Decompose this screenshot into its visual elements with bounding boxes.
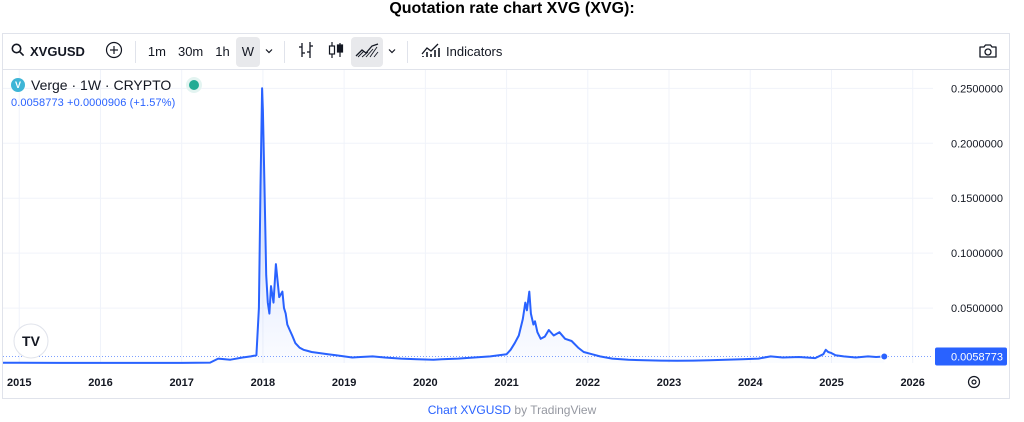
time-tick-label: 2023 [657, 377, 681, 389]
interval-30m[interactable]: 30m [177, 44, 204, 59]
price-tick-label: 0.2000000 [951, 138, 1003, 150]
time-axis-settings-button[interactable] [967, 375, 981, 389]
toolbar-divider [407, 40, 409, 63]
time-tick-label: 2021 [494, 377, 518, 389]
indicators-icon [420, 41, 440, 62]
time-axis: 2015 2016 2017 2018 2019 2020 2021 2022 2023 2024… [7, 377, 925, 389]
time-tick-label: 2015 [7, 377, 31, 389]
time-tick-label: 2017 [169, 377, 193, 389]
interval-w[interactable]: W [235, 36, 261, 67]
symbol-search[interactable]: XVGUSD [3, 37, 91, 67]
chart-toolbar: XVGUSD 1m 30m 1h W [3, 34, 1009, 70]
chart-widget: XVGUSD 1m 30m 1h W [2, 33, 1010, 399]
last-price-dot [880, 352, 889, 361]
price-line [3, 87, 885, 364]
market-status-dot[interactable] [189, 80, 200, 90]
area-style-button[interactable] [351, 36, 384, 67]
legend-title: Verge · 1W · CRYPTO [31, 77, 172, 93]
toolbar-divider [134, 40, 136, 63]
time-tick-label: 2024 [738, 377, 763, 389]
area-style-icon [355, 42, 379, 61]
chevron-down-icon [387, 44, 397, 59]
page-title: Quotation rate chart XVG (XVG): [389, 0, 635, 17]
time-tick-label: 2026 [900, 377, 924, 389]
time-tick-label: 2020 [413, 377, 437, 389]
screenshot-button[interactable] [973, 37, 1003, 67]
indicators-label: Indicators [446, 44, 503, 59]
chart-style-menu-button[interactable] [383, 37, 401, 67]
tv-logo-text: TV [22, 333, 41, 349]
bar-style-icon [297, 40, 315, 63]
chart-gridlines [3, 70, 933, 363]
price-axis: 0.2500000 0.2000000 0.1500000 0.1000000 0.05… [951, 83, 1003, 315]
interval-menu-button[interactable] [260, 37, 278, 67]
price-tick-label: 0.0500000 [951, 303, 1003, 315]
last-price-badge: 0.0058773 [935, 347, 1007, 366]
time-tick-label: 2016 [88, 377, 112, 389]
legend-value: 0.0058773 +0.0000906 (+1.57%) [11, 97, 176, 109]
time-tick-label: 2022 [576, 377, 600, 389]
camera-icon [978, 43, 998, 62]
price-tick-label: 0.2500000 [951, 83, 1003, 95]
symbol-label: XVGUSD [30, 44, 85, 59]
interval-1m[interactable]: 1m [147, 44, 166, 59]
tradingview-watermark[interactable]: TV [13, 323, 49, 359]
candle-style-button[interactable] [321, 37, 351, 67]
verge-logo-icon: V [11, 78, 25, 92]
attribution-suffix: by TradingView [511, 403, 597, 417]
chart-legend: V Verge · 1W · CRYPTO 0.0058773 +0.00009… [11, 76, 200, 109]
gear-icon [967, 375, 981, 389]
time-tick-label: 2018 [251, 377, 275, 389]
add-compare-icon [105, 41, 123, 62]
search-icon [11, 43, 25, 60]
attribution: Chart XVGUSD by TradingView [0, 403, 1024, 417]
chevron-down-icon [264, 44, 274, 59]
attribution-link[interactable]: Chart XVGUSD [427, 403, 512, 417]
price-tick-label: 0.1000000 [951, 248, 1003, 260]
indicators-button[interactable]: Indicators [414, 37, 508, 67]
price-area [3, 88, 885, 364]
last-price-badge-bg [935, 347, 1007, 366]
toolbar-divider [284, 40, 286, 63]
bar-style-button[interactable] [291, 37, 321, 67]
last-price-label: 0.0058773 [951, 352, 1003, 364]
price-tick-label: 0.1500000 [951, 193, 1003, 205]
time-tick-label: 2019 [332, 377, 356, 389]
interval-1h[interactable]: 1h [215, 44, 230, 59]
candle-style-icon [327, 40, 345, 63]
add-compare-button[interactable] [99, 37, 129, 67]
time-tick-label: 2025 [819, 377, 843, 389]
price-chart[interactable]: 0.2500000 0.2000000 0.1500000 0.1000000 0.05… [3, 34, 1011, 400]
